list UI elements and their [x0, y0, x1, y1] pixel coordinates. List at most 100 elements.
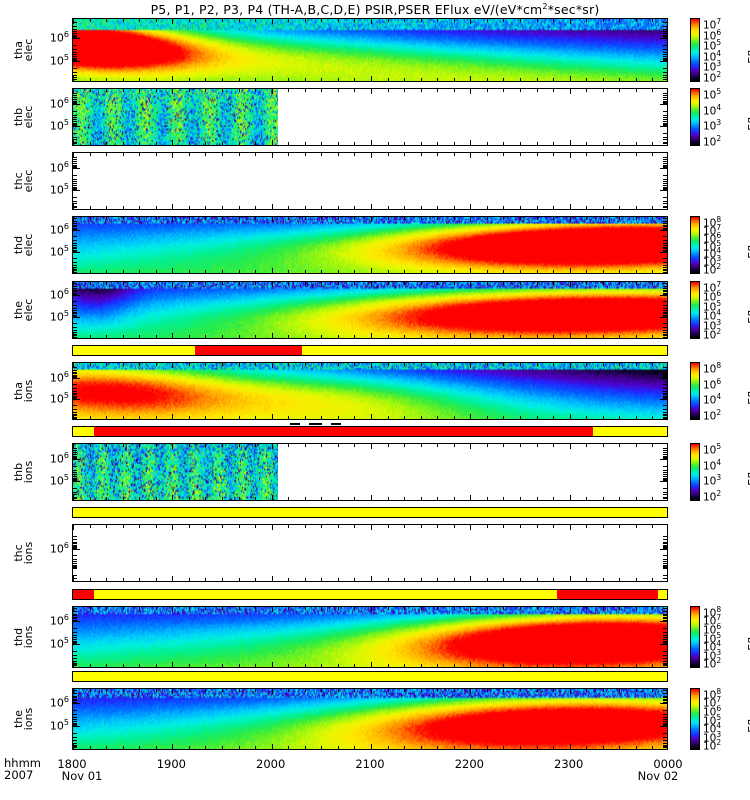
state-bar-3[interactable] [72, 507, 668, 518]
panel-thd-elec[interactable] [72, 216, 668, 274]
x-tick-label-2300: 2300 [554, 757, 584, 771]
y-tick-label-the-elec-0: 106 [49, 286, 69, 302]
colorbar-tick-label-the-elec-4: 103 [703, 318, 722, 333]
colorbar-tick-label-the-elec-3: 104 [703, 308, 722, 323]
y-axis-label-thb-ions: thb ions [12, 449, 38, 495]
x-tick-label-1800: 1800 [57, 757, 87, 771]
panel-tha-ions[interactable] [72, 362, 668, 420]
colorbar-tick-label-the-ions-3: 105 [703, 713, 722, 728]
y-axis-label-line2-thc-elec: elec [22, 169, 35, 193]
spectrogram-tha-elec [73, 19, 667, 81]
annotation-dash-2 [331, 423, 341, 425]
colorbar-tick-label-tha-elec-3: 104 [703, 49, 722, 64]
colorbar-axis-label-thb-elec: Eflux [746, 103, 750, 131]
state-bar-2-segment-1 [93, 427, 593, 436]
panel-tha-elec[interactable] [72, 18, 668, 82]
panel-thd-ions[interactable] [72, 606, 668, 668]
colorbar-thd-ions [690, 606, 700, 668]
colorbar-thb-elec [690, 88, 700, 146]
colorbar-tick-label-thd-elec-1: 107 [703, 223, 722, 238]
colorbar-tick-label-the-ions-5: 103 [703, 730, 722, 745]
colorbar-axis-label-tha-ions: Eflux [746, 377, 750, 405]
y-axis-label-line2-the-ions: ions [22, 707, 35, 731]
colorbar-the-elec [690, 281, 700, 339]
y-axis-label-thc-elec: thc elec [12, 158, 38, 204]
y-axis-label-thb-elec: thb elec [12, 94, 38, 140]
colorbar-tick-label-the-elec-1: 106 [703, 289, 722, 304]
state-bar-5[interactable] [72, 671, 668, 682]
colorbar-tick-label-thb-elec-3: 102 [703, 134, 722, 149]
colorbar-tick-label-thd-elec-4: 104 [703, 246, 722, 261]
colorbar-ticks-thb-elec: 105 104 103 102 [703, 87, 737, 149]
y-axis-label-tha-elec: tha elec [12, 27, 38, 73]
colorbar-gradient-thd-ions [690, 606, 700, 668]
colorbar-axis-label-thd-ions: Eflux [746, 623, 750, 651]
panel-the-elec[interactable] [72, 281, 668, 339]
title-post: *sec*sr) [547, 2, 600, 18]
y-tick-label-thb-ions-1: 105 [49, 473, 69, 488]
colorbar-gradient-tha-ions [690, 362, 700, 420]
panel-frame-thc-ions [72, 524, 668, 582]
colorbar-tick-label-thb-elec-0: 105 [703, 87, 722, 102]
spectrogram-thb-elec [73, 89, 278, 145]
y-tick-label-tha-elec-1: 105 [49, 53, 69, 68]
y-tick-label-the-elec-1: 105 [49, 308, 69, 324]
colorbar-tick-label-the-ions-2: 106 [703, 704, 722, 719]
colorbar-gradient-the-elec [690, 281, 700, 339]
x-axis-unit-line1: hhmm [4, 756, 41, 770]
colorbar-thd-elec [690, 216, 700, 274]
y-axis-label-line2-thd-ions: ions [22, 625, 35, 649]
state-bar-4[interactable] [72, 589, 668, 600]
panel-thb-elec[interactable] [72, 88, 668, 146]
y-axis-label-thd-ions: thd ions [12, 614, 38, 660]
colorbar-tick-label-thd-ions-3: 105 [703, 631, 722, 646]
y-tick-marks-thc-elec [73, 153, 667, 209]
x-axis-date-start: Nov 01 [61, 769, 103, 783]
y-tick-label-thc-elec-1: 105 [49, 182, 69, 197]
colorbar-ticks-the-ions: 108 107 106 105 104 103 102 [703, 688, 737, 752]
x-tick-label-0000: 0000 [653, 757, 683, 771]
spectrogram-thd-elec [73, 217, 667, 273]
colorbar-gradient-thb-elec [690, 88, 700, 146]
colorbar-tick-label-thd-ions-4: 104 [703, 639, 722, 654]
y-tick-label-thb-elec-1: 105 [49, 118, 69, 133]
colorbar-gradient-thd-elec [690, 216, 700, 274]
colorbar-tick-label-thb-ions-0: 105 [703, 442, 722, 457]
panel-the-ions[interactable] [72, 688, 668, 750]
state-bar-1[interactable] [72, 345, 668, 356]
colorbar-tick-label-thb-ions-3: 102 [703, 489, 722, 504]
y-axis-label-line2-thc-ions: ions [22, 541, 35, 565]
state-bar-3-segment-0 [73, 508, 667, 517]
panel-thc-ions[interactable] [72, 524, 668, 582]
y-axis-label-the-elec: the elec [12, 287, 38, 333]
state-bar-4-segment-2 [557, 590, 659, 599]
state-bar-2[interactable] [72, 426, 668, 437]
colorbar-ticks-thd-elec: 108 107 106 105 104 103 102 [703, 216, 737, 276]
state-bar-1-segment-0 [73, 346, 667, 355]
panel-thb-ions[interactable] [72, 443, 668, 501]
colorbar-ticks-the-elec: 107 106 105 104 103 102 [703, 281, 737, 341]
colorbar-ticks-tha-ions: 108 106 104 102 [703, 362, 737, 423]
y-tick-label-tha-elec-0: 106 [49, 30, 69, 45]
panel-frame-thc-elec [72, 152, 668, 210]
y-axis-label-line2-tha-elec: elec [22, 38, 35, 62]
x-axis-unit-label: hhmm 2007 [4, 757, 41, 781]
panel-frame-thd-ions [72, 606, 668, 668]
colorbar-gradient-the-ions [690, 688, 700, 750]
title-superscript: 2 [542, 2, 548, 11]
y-tick-label-thd-elec-1: 105 [49, 243, 69, 259]
colorbar-tick-label-thb-elec-1: 104 [703, 103, 722, 118]
x-axis-date-end: Nov 02 [637, 769, 679, 783]
y-tick-label-thd-elec-0: 106 [49, 221, 69, 237]
colorbar-tha-elec [690, 18, 700, 82]
colorbar-axis-label-the-ions: Eflux [746, 705, 750, 733]
colorbar-tick-label-tha-elec-4: 103 [703, 59, 722, 74]
colorbar-tick-label-tha-ions-3: 102 [703, 408, 722, 423]
colorbar-gradient-thb-ions [690, 443, 700, 501]
state-bar-4-segment-1 [73, 590, 94, 599]
colorbar-ticks-thd-ions: 108 107 106 105 104 103 102 [703, 606, 737, 670]
panel-thc-elec[interactable] [72, 152, 668, 210]
y-axis-label-line2-thd-elec: elec [22, 233, 35, 257]
panel-frame-the-elec [72, 281, 668, 339]
